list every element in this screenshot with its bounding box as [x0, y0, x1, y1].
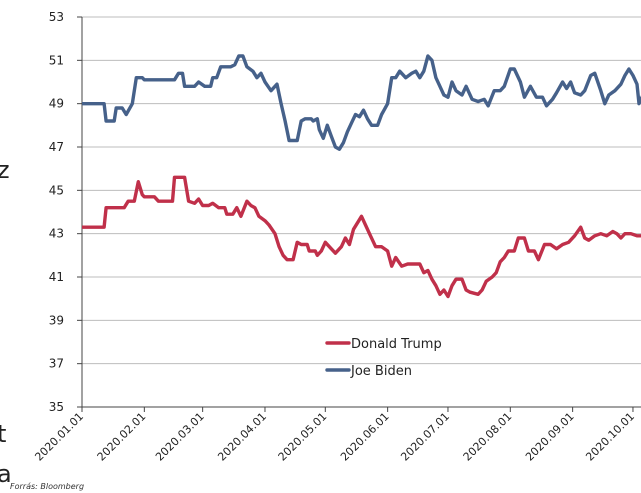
x-tick-label: 2020.03.01 — [153, 410, 207, 464]
y-tick-label: 45 — [49, 183, 64, 197]
x-tick-label: 2020.04.01 — [215, 410, 269, 464]
y-tick-label: 35 — [49, 400, 64, 414]
grid-lines — [82, 16, 641, 365]
y-tick-label: 49 — [49, 97, 64, 111]
y-axis-ticks: 35 37 39 41 43 45 47 49 51 53 — [49, 10, 82, 414]
x-tick-label: 2020.08.01 — [461, 410, 515, 464]
legend-label: Donald Trump — [351, 337, 442, 352]
legend-label: Joe Biden — [350, 364, 412, 379]
legend: Donald Trump Joe Biden — [325, 337, 442, 379]
x-tick-label: 2020.07.01 — [398, 410, 452, 464]
y-tick-label: 41 — [49, 270, 64, 284]
y-tick-label: 39 — [49, 313, 64, 327]
x-tick-label: 2020.06.01 — [338, 410, 392, 464]
x-tick-label: 2020.10.01 — [583, 410, 637, 464]
x-tick-label: 2020.01.01 — [32, 410, 86, 464]
y-tick-label: 53 — [49, 10, 64, 24]
series-line-joe-biden — [82, 54, 641, 151]
x-tick-label: 2020.02.01 — [95, 410, 149, 464]
edge-fragment-2: t — [0, 420, 6, 448]
y-tick-label: 37 — [49, 357, 64, 371]
y-tick-label: 51 — [49, 53, 64, 67]
source-note: Forrás: Bloomberg — [10, 482, 84, 491]
y-tick-label: 43 — [49, 227, 64, 241]
series-line-donald-trump — [82, 175, 641, 299]
edge-fragment-1: z — [0, 156, 10, 184]
x-axis-ticks: 2020.01.01 2020.02.01 2020.03.01 2020.04.01… — [32, 407, 637, 464]
x-tick-label: 2020.05.01 — [276, 410, 330, 464]
series-lines — [82, 54, 641, 299]
y-tick-label: 47 — [49, 140, 64, 154]
edge-fragment-3: a — [0, 460, 12, 488]
x-tick-label: 2020.09.01 — [523, 410, 577, 464]
